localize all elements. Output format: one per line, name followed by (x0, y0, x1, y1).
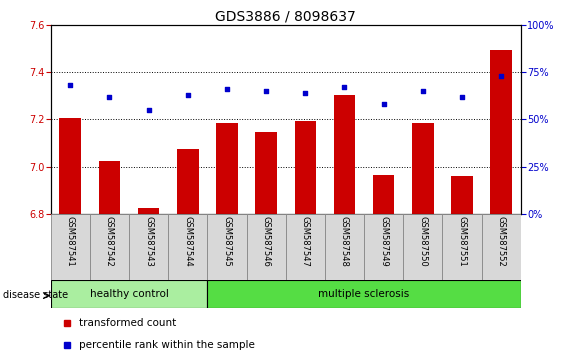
Point (66, 82, 75, 88)
Point (458, 94, 467, 99)
Text: GSM587547: GSM587547 (301, 216, 310, 267)
Text: healthy control: healthy control (90, 289, 168, 299)
Bar (443, 214, 481, 280)
Bar (129, 214, 168, 280)
Bar (412, 123, 434, 214)
Bar (451, 176, 473, 214)
Text: transformed count: transformed count (79, 318, 176, 329)
Bar (403, 214, 443, 280)
Point (497, 73, 506, 79)
Text: GSM587552: GSM587552 (497, 216, 506, 267)
Text: GSM587548: GSM587548 (340, 216, 349, 267)
Point (301, 90, 310, 96)
Bar (490, 50, 512, 214)
Text: percentile rank within the sample: percentile rank within the sample (79, 339, 254, 350)
Point (418, 88, 427, 94)
Bar (177, 149, 199, 214)
Bar (90, 214, 129, 280)
Bar (138, 208, 159, 214)
Text: GSM587542: GSM587542 (105, 216, 114, 267)
Bar (207, 280, 521, 308)
Bar (256, 132, 277, 214)
Text: disease state: disease state (3, 290, 68, 299)
Text: GSM587543: GSM587543 (144, 216, 153, 267)
Bar (51, 280, 207, 308)
Bar (216, 123, 238, 214)
Text: GSM587541: GSM587541 (66, 216, 75, 267)
Text: multiple sclerosis: multiple sclerosis (319, 289, 410, 299)
Text: GSM587546: GSM587546 (262, 216, 271, 267)
Bar (207, 214, 247, 280)
Bar (99, 161, 120, 214)
Bar (334, 95, 355, 214)
Text: GSM587544: GSM587544 (184, 216, 193, 267)
Title: GDS3886 / 8098637: GDS3886 / 8098637 (215, 10, 356, 24)
Point (222, 86, 231, 92)
Bar (373, 175, 395, 214)
Bar (51, 214, 90, 280)
Bar (60, 118, 81, 214)
Bar (364, 214, 403, 280)
Point (262, 88, 271, 94)
Text: GSM587550: GSM587550 (418, 216, 427, 267)
Text: GSM587545: GSM587545 (222, 216, 231, 267)
Text: GSM587551: GSM587551 (458, 216, 467, 267)
Point (340, 85, 349, 90)
Bar (481, 214, 521, 280)
Bar (325, 214, 364, 280)
Bar (285, 214, 325, 280)
Point (184, 92, 193, 98)
Bar (247, 214, 285, 280)
Point (105, 94, 114, 99)
Point (379, 102, 388, 107)
Point (144, 107, 153, 113)
Text: GSM587549: GSM587549 (379, 216, 388, 267)
Bar (294, 121, 316, 214)
Bar (168, 214, 207, 280)
